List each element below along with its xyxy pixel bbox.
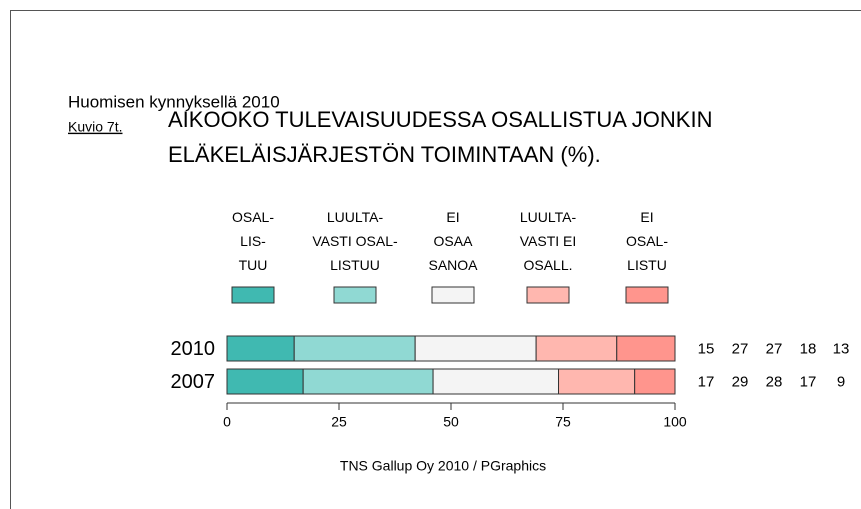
legend-swatch	[625, 286, 669, 304]
x-tick-label: 100	[663, 414, 687, 430]
x-tick-label: 50	[443, 414, 459, 430]
value-label: 9	[837, 373, 845, 390]
x-tick-label: 0	[223, 414, 231, 430]
value-label: 27	[732, 340, 749, 357]
value-label: 17	[698, 373, 715, 390]
chart-title: AIKOOKO TULEVAISUUDESSA OSALLISTUA JONKI…	[168, 107, 712, 132]
bar	[414, 335, 537, 362]
bar	[558, 368, 636, 395]
value-label: 27	[766, 340, 783, 357]
legend-swatch	[231, 286, 275, 304]
x-tick-label: 75	[555, 414, 571, 430]
bar	[226, 335, 295, 362]
legend-label: LUULTA-VASTI OSAL-LISTUU	[312, 209, 398, 273]
legend-label: EI OSAA SANOA	[428, 209, 478, 273]
value-label: 18	[800, 340, 817, 357]
bar	[432, 368, 560, 395]
header: Huomisen kynnyksellä 2010	[68, 92, 280, 111]
legend-swatch	[333, 286, 377, 304]
value-label: 28	[766, 373, 783, 390]
bar	[226, 368, 304, 395]
value-label: 17	[800, 373, 817, 390]
legend-swatch	[526, 286, 570, 304]
bar	[634, 368, 676, 395]
value-label: 13	[833, 340, 850, 357]
y-tick-label: 2010	[171, 338, 216, 360]
chart-title: ELÄKELÄISJÄRJESTÖN TOIMINTAAN (%).	[168, 142, 601, 167]
source: TNS Gallup Oy 2010 / PGraphics	[340, 458, 546, 474]
legend-label: OSAL-LIS-TUU	[232, 209, 274, 273]
bar	[535, 335, 618, 362]
y-tick-label: 2007	[171, 371, 216, 393]
value-label: 15	[698, 340, 715, 357]
figure-label: Kuvio 7t.	[68, 119, 122, 135]
bar	[293, 335, 416, 362]
legend-label: EI OSAL-LISTU	[626, 209, 668, 273]
legend-swatch	[431, 286, 475, 304]
bar	[302, 368, 434, 395]
x-tick-label: 25	[331, 414, 347, 430]
legend-label: LUULTA-VASTI EI OSALL.	[520, 209, 577, 273]
value-label: 29	[732, 373, 749, 390]
bar	[616, 335, 676, 362]
frame	[10, 10, 861, 509]
